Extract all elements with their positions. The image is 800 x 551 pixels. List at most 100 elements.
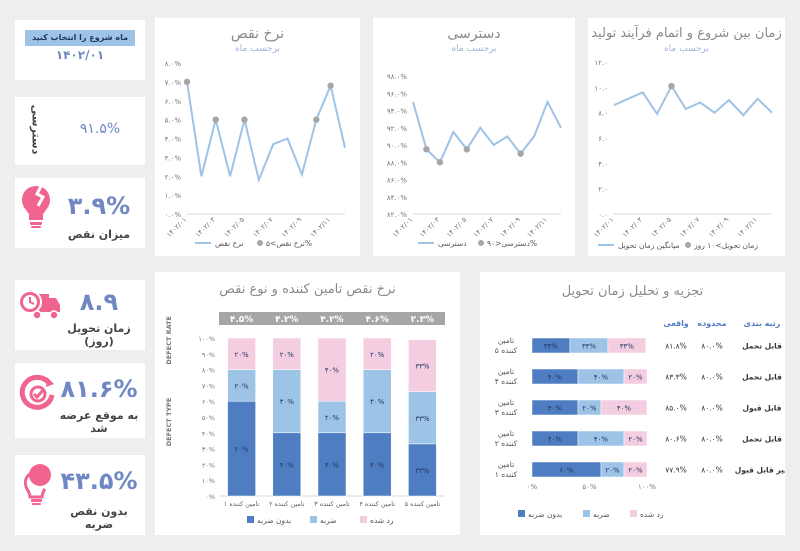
category-label: کننده ۵	[495, 346, 518, 355]
category-label: تامین	[498, 398, 514, 407]
y-tick-label: ۴.۰%	[165, 136, 182, 144]
legend-label: میانگین زمان تحویل	[618, 241, 680, 250]
threshold-marker	[313, 116, 320, 123]
month-filter-value[interactable]: ۱۴۰۲/۰۱	[55, 48, 105, 62]
y-tick-label: ۸.۰%	[165, 60, 182, 68]
kpi-value: ۳.۹%	[67, 192, 131, 220]
bar-data-label: ۲۰%	[628, 467, 643, 475]
defect-rate-header-band	[219, 312, 445, 325]
availability-kpi-value: ۹۱.۵%	[79, 121, 121, 137]
y-tick-label: ۷.۰%	[165, 79, 182, 87]
threshold-marker	[183, 78, 191, 86]
bar-segment	[408, 443, 437, 497]
bar-data-label: ۴۰%	[325, 367, 340, 375]
legend-swatch	[360, 516, 367, 523]
bar-data-label: ۲۰%	[235, 351, 250, 359]
bar-data-label: ۳۳%	[620, 343, 635, 351]
y-tick-label: ۱۰%	[202, 477, 215, 485]
bar-data-label: ۳۳%	[415, 363, 430, 371]
bar-segment	[623, 368, 648, 385]
defect-rate-value: ۴.۶%	[365, 315, 388, 325]
x-tick-label: ۱۴۰۲/۰۹	[707, 216, 730, 239]
category-label: کننده ۱	[495, 470, 518, 479]
availability-kpi-label: دسترسی	[29, 104, 43, 155]
chart-title: نرخ نقص	[230, 26, 285, 42]
x-tick-label: ۱۴۰۲/۰۵	[445, 216, 468, 239]
bar-segment	[227, 337, 256, 370]
x-tick-label: ۱۴۰۲/۰۹	[499, 216, 522, 239]
y-tick-label: ۷۰%	[202, 382, 215, 390]
table-cell: قابل قبول	[742, 404, 781, 413]
bar-segment	[607, 337, 647, 354]
x-tick-label: ۵۰%	[582, 483, 597, 491]
threshold-marker	[517, 150, 524, 157]
defect-type-axis-label: DEFECT TYPE	[165, 398, 173, 447]
legend-swatch	[310, 516, 317, 523]
kpi-value: ۴۳.۵%	[60, 467, 138, 495]
bar-segment	[408, 391, 437, 445]
x-tick-label: ۱۴۰۲/۰۱	[391, 216, 414, 239]
bar-data-label: ۳۳%	[544, 343, 559, 351]
table-cell: ۸۰.۶%	[665, 435, 687, 444]
category-label: کننده ۲	[495, 439, 518, 448]
defect-rate-chart-card: نرخ نقص برحسب ماه ۰.۰% ۱.۰% ۲.۰% ۳.۰% ۴.۰% ۵.…	[155, 18, 360, 256]
y-tick-label: ۰%	[205, 493, 215, 501]
bar-data-label: ۲۰%	[235, 382, 250, 390]
threshold-marker	[463, 146, 471, 153]
series-line	[186, 81, 346, 184]
table-cell: ۸۰.۰%	[701, 466, 723, 475]
x-tick-label: ۱۴۰۲/۰۷	[472, 216, 495, 239]
legend-label: رد شده	[370, 516, 394, 525]
bar-data-label: ۴۰%	[370, 461, 385, 469]
bar-segment	[623, 461, 648, 478]
y-tick-label: ۱۰۰%	[198, 335, 215, 343]
x-tick-label: ۱۴۰۲/۱۱	[309, 216, 332, 239]
table-cell: غیر قابل قبول	[735, 466, 785, 475]
defect-rate-line-chart: ۰.۰% ۱.۰% ۲.۰% ۳.۰% ۴.۰% ۵.۰% ۶.۰% ۷.۰% ۸.۰% ۱۴۰۲…	[165, 60, 346, 248]
threshold-marker	[327, 82, 334, 89]
x-tick-label: ۱۴۰۲/۱۱	[526, 216, 549, 239]
bar-segment	[362, 369, 392, 434]
y-tick-label: ۵۰%	[202, 414, 215, 422]
table-cell: ۸۰.۰%	[701, 435, 723, 444]
table-cell: ۸۰.۰%	[701, 404, 723, 413]
threshold-marker	[436, 159, 444, 166]
category-label: تامین	[498, 460, 514, 469]
y-tick-label: ۹۴.۰%	[387, 108, 408, 116]
y-tick-label: ۲.۰	[598, 186, 608, 194]
bar-data-label: ۲۰%	[582, 405, 597, 413]
x-tick-label: ۱۴۰۲/۰۷	[251, 216, 274, 239]
x-tick-label: ۱۴۰۲/۰۳	[621, 216, 644, 239]
y-tick-label: ۸۶.۰%	[387, 177, 408, 185]
table-cell: ۸۰.۰%	[701, 342, 723, 351]
bar-data-label: ۴۰%	[594, 436, 609, 444]
legend-swatch	[583, 510, 590, 517]
bulb-icon	[23, 464, 51, 505]
bar-data-label: ۴۰%	[548, 374, 563, 382]
threshold-marker	[241, 116, 248, 123]
x-tick-label: ۱۴۰۲/۰۷	[678, 216, 701, 239]
bar-segment	[408, 339, 437, 392]
category-label: تامین	[498, 429, 514, 438]
bar-segment	[227, 369, 256, 402]
legend-swatch	[518, 510, 525, 517]
chart-title: تجزیه و تحلیل زمان تحویل	[561, 284, 704, 299]
kpi-value: ۸.۹	[79, 288, 119, 316]
bar-segment	[317, 400, 347, 434]
legend-label: بدون ضربه	[257, 516, 291, 525]
y-tick-label: ۰.۰%	[165, 211, 182, 219]
x-tick-label: ۱۴۰۲/۰۳	[194, 216, 217, 239]
legend-label: بدون ضربه	[528, 510, 562, 519]
kpi-label: میزان نقص	[67, 228, 131, 241]
y-tick-label: ۵.۰%	[165, 117, 182, 125]
legend-label: ضربه	[320, 516, 337, 525]
bar-segment	[600, 399, 648, 416]
x-tick-label: ۱۰۰%	[638, 483, 656, 491]
defect-rate-axis-label: DEFECT RATE	[165, 316, 173, 365]
y-tick-label: ۶.۰	[598, 135, 608, 143]
x-tick-label: ۱۴۰۲/۰۹	[280, 216, 303, 239]
bar-data-label: ۲۰%	[628, 374, 643, 382]
defect-rate-value: ۴.۲%	[275, 315, 298, 325]
y-tick-label: ۱۰.۰	[594, 84, 608, 92]
y-tick-label: ۹۰.۰%	[387, 142, 408, 150]
